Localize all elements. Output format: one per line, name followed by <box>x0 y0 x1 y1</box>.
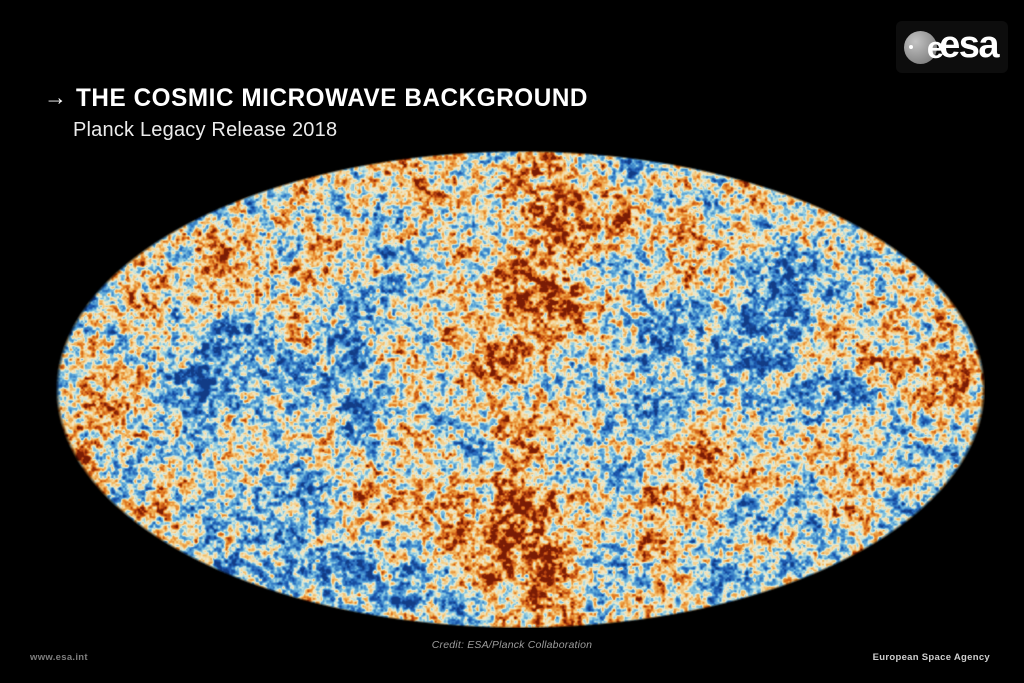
page-title: THE COSMIC MICROWAVE BACKGROUND <box>76 84 589 112</box>
title-arrow-icon: → <box>44 84 67 110</box>
esa-logo: e esa <box>896 21 1008 73</box>
esa-globe-letter: e <box>926 29 945 65</box>
page-subtitle: Planck Legacy Release 2018 <box>73 119 338 141</box>
agency-name: European Space Agency <box>872 652 990 663</box>
website-url: www.esa.int <box>30 652 88 663</box>
cmb-sky-map <box>55 150 985 628</box>
esa-globe-dot-icon <box>909 44 914 49</box>
esa-wordmark: esa <box>939 24 999 66</box>
header: → THE COSMIC MICROWAVE BACKGROUND Planck… <box>44 84 604 142</box>
credit-text: Credit: ESA/Planck Collaboration <box>431 639 593 651</box>
esa-globe-icon: e <box>904 30 944 64</box>
